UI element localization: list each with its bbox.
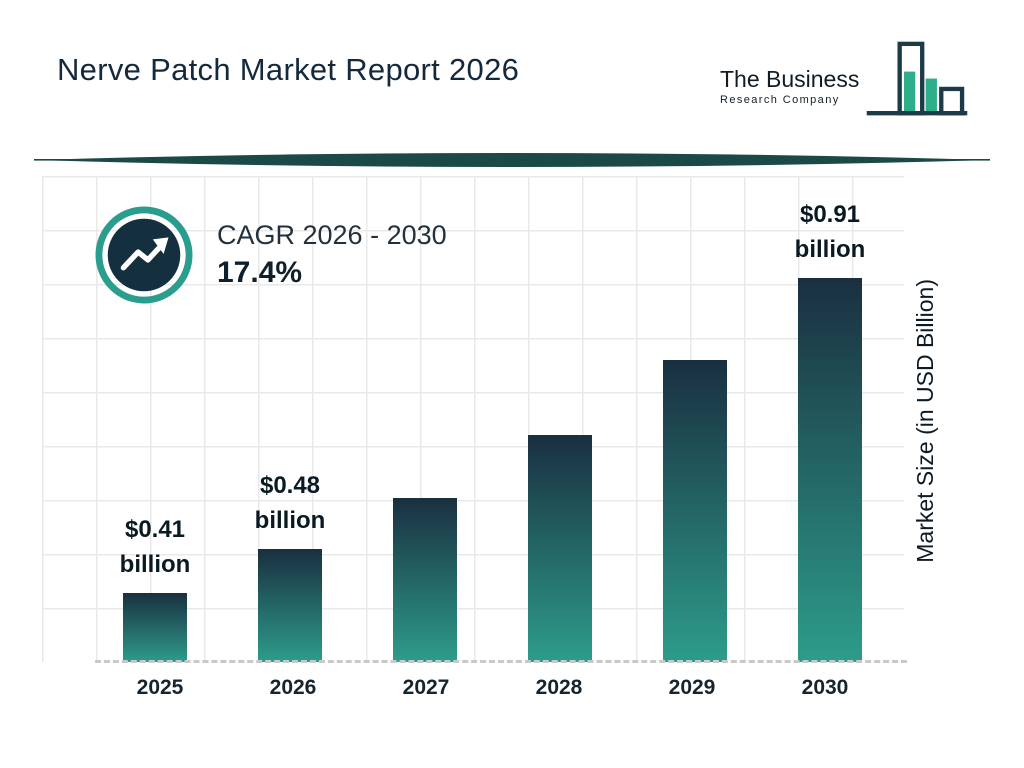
bar-column-2030: $0.91 billion xyxy=(795,198,865,662)
bar-column-2028 xyxy=(525,435,595,662)
x-tick-2028: 2028 xyxy=(535,676,583,699)
page-title: Nerve Patch Market Report 2026 xyxy=(57,52,520,87)
bar-2028 xyxy=(528,435,592,662)
bars: $0.41 billion $0.48 billion $0.91 billion xyxy=(120,198,865,662)
logo-text-sub: Research Company xyxy=(720,94,840,106)
x-tick-2025: 2025 xyxy=(136,676,184,699)
bar-chart-logo-icon xyxy=(867,41,968,116)
cagr-text: CAGR 2026 - 2030 17.4% xyxy=(217,220,447,290)
bar-2025 xyxy=(123,593,187,662)
bar-value-label-2025: $0.41 billion xyxy=(119,516,191,579)
trend-arrow-icon xyxy=(95,206,193,304)
bar-value-label-2030: $0.91 billion xyxy=(794,201,866,264)
cagr-value: 17.4% xyxy=(217,256,303,289)
bar-2026 xyxy=(258,549,322,662)
cagr-label: CAGR 2026 - 2030 xyxy=(217,220,447,250)
company-logo: The Business Research Company xyxy=(720,38,969,126)
cagr-badge: CAGR 2026 - 2030 17.4% xyxy=(95,206,447,304)
x-tick-2026: 2026 xyxy=(269,676,317,699)
logo-text: The Business Research Company xyxy=(720,38,859,106)
bar-2030 xyxy=(798,278,862,662)
section-divider xyxy=(34,153,990,167)
logo-text-main: The Business xyxy=(720,66,860,92)
x-tick-2030: 2030 xyxy=(801,676,849,699)
bar-2029 xyxy=(663,360,727,662)
x-axis-labels: 2025 2026 2027 2028 2029 2030 xyxy=(120,676,865,700)
y-axis-label-wrap: Market Size (in USD Billion) xyxy=(902,180,948,662)
bar-2027 xyxy=(393,498,457,662)
bar-column-2027 xyxy=(390,498,460,662)
bar-column-2029 xyxy=(660,360,730,662)
x-tick-2029: 2029 xyxy=(668,676,716,699)
bar-column-2026: $0.48 billion xyxy=(255,469,325,662)
x-tick-2027: 2027 xyxy=(402,676,450,699)
x-axis-line xyxy=(95,660,907,663)
y-axis-label: Market Size (in USD Billion) xyxy=(911,279,938,563)
bar-value-label-2026: $0.48 billion xyxy=(254,472,326,535)
bar-column-2025: $0.41 billion xyxy=(120,513,190,662)
